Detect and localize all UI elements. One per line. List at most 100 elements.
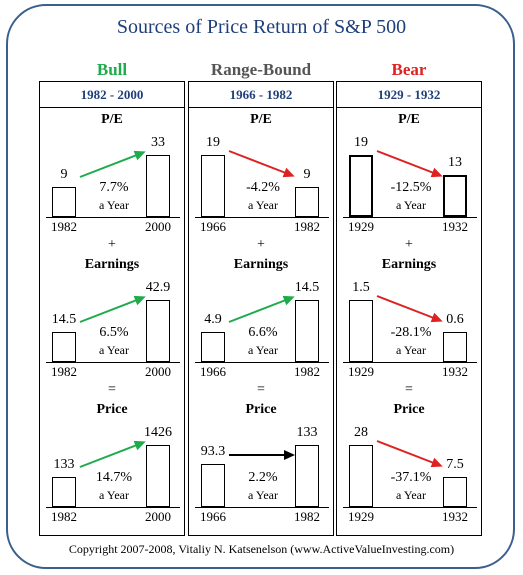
- start-value-label: 14.5: [51, 312, 77, 327]
- start-year-label: 1966: [200, 364, 226, 379]
- start-year-label: 1982: [51, 364, 77, 379]
- operator-symbol: =: [108, 382, 116, 397]
- rate-unit-label: a Year: [248, 343, 278, 357]
- column-heading-bear: Bear: [391, 60, 427, 79]
- start-bar: [52, 332, 76, 362]
- start-bar: [52, 477, 76, 507]
- column-heading-range: Range-Bound: [210, 60, 312, 79]
- end-value-label: 33: [151, 135, 165, 150]
- start-value-label: 4.9: [204, 312, 222, 327]
- trend-arrow-icon: [79, 295, 146, 323]
- start-year-label: 1966: [200, 219, 226, 234]
- operator-symbol: =: [257, 382, 265, 397]
- start-bar: [201, 332, 225, 362]
- start-bar: [52, 187, 76, 217]
- section-baseline: [343, 507, 477, 508]
- rate-unit-label: a Year: [99, 198, 129, 212]
- start-value-label: 93.3: [200, 444, 226, 459]
- rate-unit-label: a Year: [396, 198, 426, 212]
- end-value-label: 42.9: [145, 280, 171, 295]
- start-bar: [349, 445, 373, 507]
- annual-rate-label: 14.7%: [95, 470, 133, 485]
- section-label: Earnings: [84, 257, 140, 272]
- annual-rate-label: 6.5%: [99, 325, 129, 340]
- end-value-label: 133: [296, 425, 318, 440]
- period-range: 1982 - 2000: [80, 87, 144, 102]
- end-year-label: 1982: [294, 364, 320, 379]
- section-baseline: [46, 507, 180, 508]
- operator-symbol: +: [108, 237, 116, 252]
- trend-arrow-icon: [376, 150, 443, 178]
- start-year-label: 1982: [51, 219, 77, 234]
- end-year-label: 2000: [145, 509, 171, 524]
- period-divider: [40, 107, 184, 108]
- section-baseline: [195, 217, 329, 218]
- trend-arrow-icon: [376, 440, 443, 468]
- period-divider: [337, 107, 481, 108]
- panel-range: 1966 - 1982 P/E 19 9 1966 1982 -4.2% a Year + Ear…: [188, 81, 334, 536]
- start-year-label: 1929: [348, 364, 374, 379]
- rate-unit-label: a Year: [99, 343, 129, 357]
- start-bar: [201, 464, 225, 507]
- annual-rate-label: -12.5%: [390, 180, 432, 195]
- copyright-footer: Copyright 2007-2008, Vitaliy N. Katsenel…: [68, 542, 455, 556]
- annual-rate-label: 6.6%: [248, 325, 278, 340]
- section-baseline: [195, 507, 329, 508]
- rate-unit-label: a Year: [396, 343, 426, 357]
- panel-bull: 1982 - 2000 P/E 9 33 1982 2000 7.7% a Year + Earn…: [39, 81, 185, 536]
- panel-bear: 1929 - 1932 P/E 19 13 1929 1932 -12.5% a Year + E…: [336, 81, 482, 536]
- operator-symbol: +: [257, 237, 265, 252]
- annual-rate-label: -37.1%: [390, 470, 432, 485]
- end-value-label: 1426: [144, 425, 172, 440]
- end-value-label: 9: [303, 167, 311, 182]
- end-value-label: 7.5: [446, 457, 464, 472]
- trend-arrow-icon: [376, 295, 443, 323]
- section-baseline: [195, 362, 329, 363]
- period-divider: [189, 107, 333, 108]
- section-baseline: [46, 362, 180, 363]
- end-year-label: 1932: [442, 219, 468, 234]
- start-value-label: 133: [53, 457, 75, 472]
- section-baseline: [46, 217, 180, 218]
- end-bar: [295, 300, 319, 362]
- section-label: P/E: [398, 112, 420, 127]
- end-value-label: 14.5: [294, 280, 320, 295]
- end-year-label: 1982: [294, 509, 320, 524]
- end-bar: [146, 155, 170, 217]
- rate-unit-label: a Year: [99, 488, 129, 502]
- annual-rate-label: 7.7%: [99, 180, 129, 195]
- end-year-label: 1932: [442, 364, 468, 379]
- section-label: Price: [393, 402, 425, 417]
- end-bar: [295, 445, 319, 507]
- trend-arrow-icon: [229, 450, 295, 460]
- end-year-label: 2000: [145, 219, 171, 234]
- annual-rate-label: -28.1%: [390, 325, 432, 340]
- end-bar: [443, 477, 467, 507]
- start-bar: [201, 155, 225, 217]
- start-bar: [349, 300, 373, 362]
- trend-arrow-icon: [79, 150, 146, 178]
- end-year-label: 1982: [294, 219, 320, 234]
- end-value-label: 0.6: [446, 312, 464, 327]
- section-label: P/E: [101, 112, 123, 127]
- start-value-label: 1.5: [352, 280, 370, 295]
- diagram-title: Sources of Price Return of S&P 500: [116, 16, 407, 38]
- end-year-label: 1932: [442, 509, 468, 524]
- end-year-label: 2000: [145, 364, 171, 379]
- diagram-frame: [6, 4, 515, 569]
- start-value-label: 19: [206, 135, 220, 150]
- start-value-label: 19: [354, 135, 368, 150]
- start-value-label: 28: [354, 425, 368, 440]
- section-label: Earnings: [233, 257, 289, 272]
- column-heading-bull: Bull: [96, 60, 128, 79]
- trend-arrow-icon: [228, 150, 295, 178]
- start-bar: [349, 155, 373, 217]
- start-year-label: 1982: [51, 509, 77, 524]
- end-value-label: 13: [448, 155, 462, 170]
- period-range: 1929 - 1932: [377, 87, 441, 102]
- start-year-label: 1929: [348, 509, 374, 524]
- section-baseline: [343, 217, 477, 218]
- rate-unit-label: a Year: [396, 488, 426, 502]
- period-range: 1966 - 1982: [229, 87, 293, 102]
- annual-rate-label: 2.2%: [248, 470, 278, 485]
